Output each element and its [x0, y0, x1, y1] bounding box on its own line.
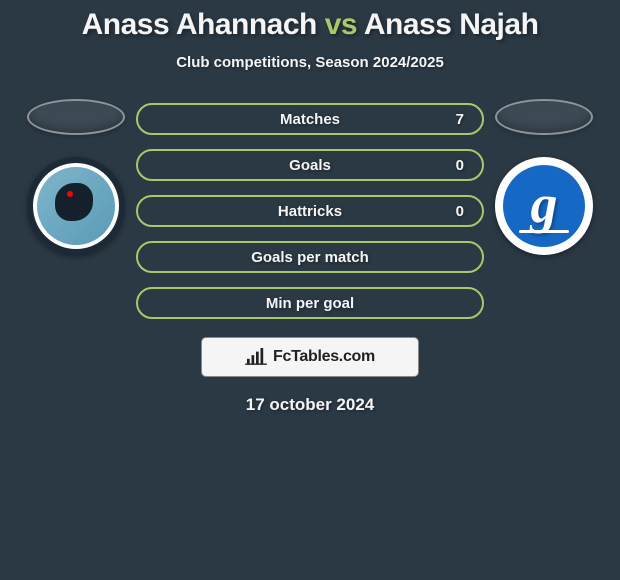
player2-avatar-placeholder [495, 99, 593, 135]
stat-row-hattricks: Hattricks 0 [136, 195, 484, 227]
stat-right-value: 0 [456, 203, 464, 220]
subtitle: Club competitions, Season 2024/2025 [176, 54, 444, 71]
left-column [16, 99, 136, 255]
brand-text: FcTables.com [273, 348, 375, 366]
stat-label: Min per goal [266, 295, 354, 312]
vs-text: vs [325, 8, 357, 41]
stat-label: Goals per match [251, 249, 369, 266]
stat-label: Matches [280, 111, 340, 128]
club-logo-right: g [495, 157, 593, 255]
footer-date: 17 october 2024 [246, 395, 375, 415]
comparison-row: Matches 7 Goals 0 Hattricks 0 Goals per … [0, 99, 620, 319]
stat-right-value: 0 [456, 157, 464, 174]
stat-row-matches: Matches 7 [136, 103, 484, 135]
player1-avatar-placeholder [27, 99, 125, 135]
brand-box: FcTables.com [201, 337, 419, 377]
page-title: Anass Ahannach vs Anass Najah [82, 8, 539, 42]
club-right-letter: g [531, 173, 558, 235]
stat-row-gpm: Goals per match [136, 241, 484, 273]
player1-name: Anass Ahannach [82, 8, 317, 41]
stat-label: Goals [289, 157, 331, 174]
right-column: g [484, 99, 604, 255]
player2-name: Anass Najah [364, 8, 539, 41]
stat-row-goals: Goals 0 [136, 149, 484, 181]
stat-row-mpg: Min per goal [136, 287, 484, 319]
stat-label: Hattricks [278, 203, 342, 220]
stat-right-value: 7 [456, 111, 464, 128]
club-logo-left [27, 157, 125, 255]
stats-column: Matches 7 Goals 0 Hattricks 0 Goals per … [136, 99, 484, 319]
chart-icon [245, 348, 267, 366]
